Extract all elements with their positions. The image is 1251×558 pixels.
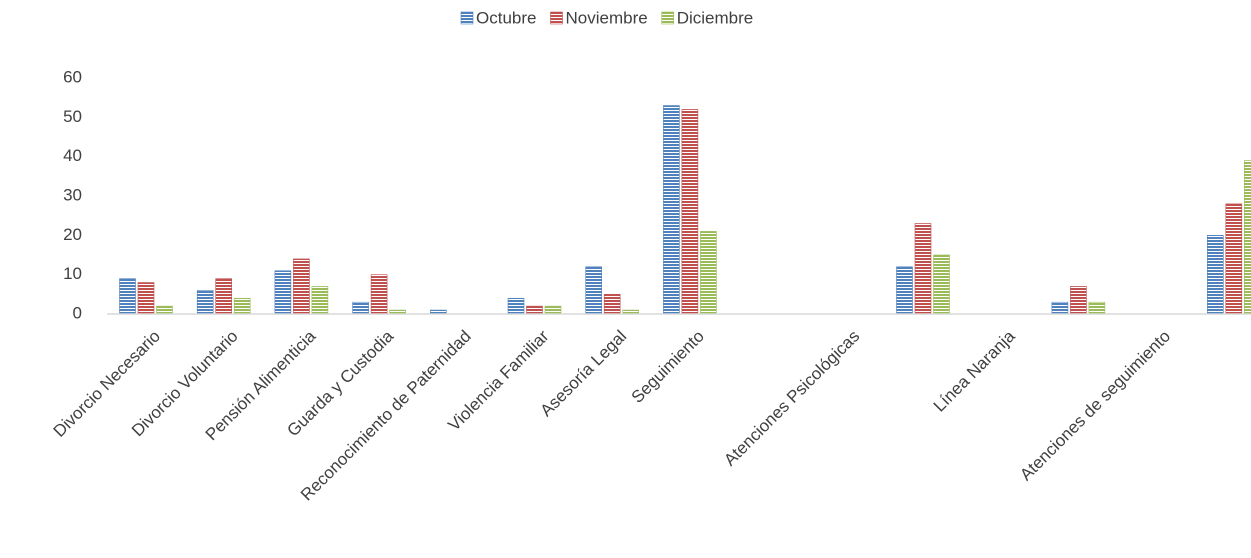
bar [215, 278, 232, 315]
y-tick-label: 40 [63, 146, 82, 165]
y-tick-label: 10 [63, 264, 82, 283]
bar [544, 305, 562, 315]
bar [137, 282, 155, 315]
bar [311, 286, 329, 315]
bar [370, 274, 388, 315]
bar [1244, 160, 1251, 315]
x-tick-label: Atenciones de seguimiento [1016, 327, 1174, 485]
bar [293, 258, 310, 315]
y-tick-label: 60 [63, 67, 82, 86]
bar [700, 231, 717, 315]
x-tick-label: Línea Naranja [930, 326, 1019, 415]
legend-swatch [460, 11, 474, 25]
y-tick-label: 50 [63, 107, 82, 126]
y-tick-label: 0 [73, 303, 82, 322]
legend-swatch [661, 11, 674, 25]
bar [681, 109, 699, 315]
bar [1207, 235, 1224, 315]
bar [585, 266, 603, 315]
x-tick-label: Seguimiento [628, 327, 708, 407]
bar [156, 305, 173, 315]
bar [233, 297, 251, 315]
bar [352, 301, 369, 315]
legend-label: Noviembre [565, 8, 647, 27]
x-tick-label: Atenciones Psicológicas [720, 327, 863, 470]
bar [119, 278, 136, 315]
bar [1070, 286, 1087, 315]
legend-swatch [550, 11, 563, 25]
bar [663, 105, 680, 315]
bar [1225, 203, 1243, 315]
bar [603, 294, 621, 315]
y-tick-label: 20 [63, 225, 82, 244]
bar [1051, 301, 1069, 315]
y-tick-label: 30 [63, 185, 82, 204]
x-tick-label: Reconocimiento de Paternidad [297, 327, 475, 505]
bar [896, 266, 913, 315]
bar [933, 254, 950, 315]
bar [196, 290, 214, 315]
legend-label: Diciembre [677, 8, 754, 27]
bar [507, 297, 525, 315]
bar [274, 270, 292, 315]
bar [1088, 301, 1106, 315]
bar [526, 305, 543, 315]
legend-label: Octubre [476, 8, 536, 27]
bar [914, 223, 932, 315]
